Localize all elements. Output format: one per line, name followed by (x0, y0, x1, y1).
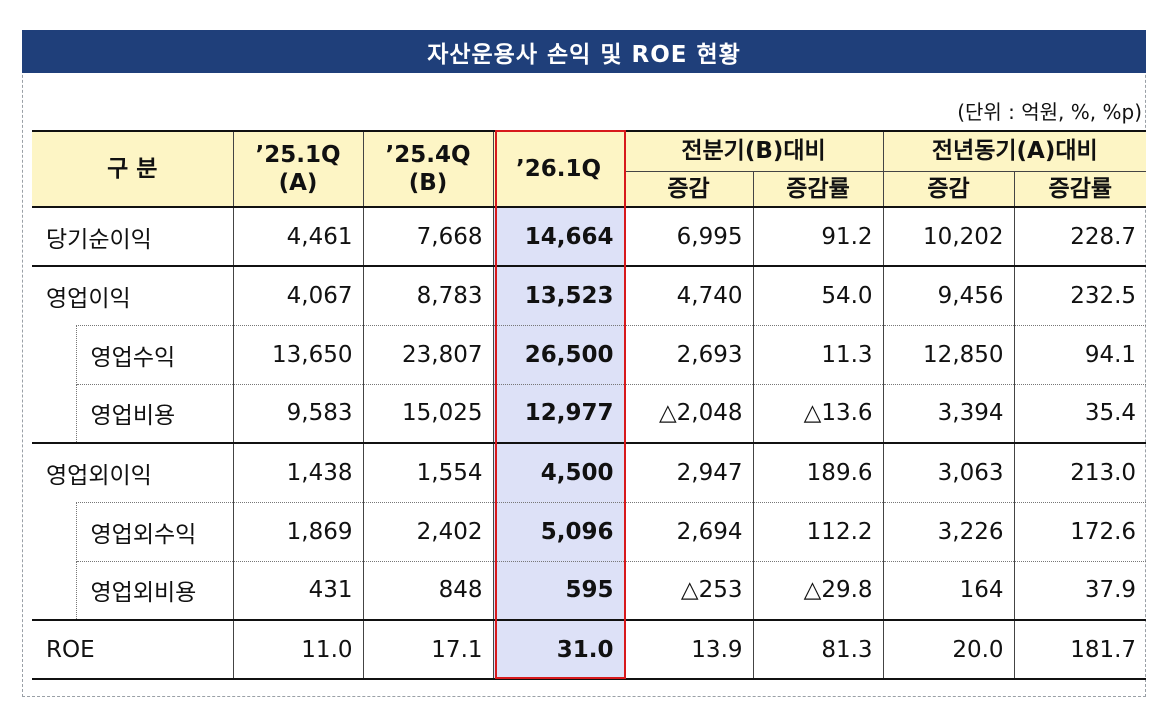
header-2504: ’25.4Q (B) (362, 130, 494, 208)
cell-2504: 1,554 (362, 442, 494, 502)
cell-py-change: 164 (882, 560, 1015, 620)
cell-2504: 8,783 (362, 265, 494, 325)
table-row: 영업외이익 1,438 1,554 4,500 2,947 189.6 3,06… (32, 442, 1147, 502)
row-label: 영업수익 (75, 324, 234, 384)
header-py-rate: 증감률 (1013, 171, 1147, 208)
cell-2504: 7,668 (362, 206, 494, 266)
roe-table: 구 분 ’25.1Q (A) ’25.4Q (B) ’26.1Q 전분기(B)대… (32, 130, 1147, 680)
header-2504-label: ’25.4Q (385, 142, 471, 168)
cell-pq-change: 13.9 (623, 619, 754, 680)
indent-cell (32, 561, 76, 620)
table-row: 당기순이익 4,461 7,668 14,664 6,995 91.2 10,2… (32, 206, 1147, 266)
cell-2501: 1,438 (232, 442, 364, 502)
header-vs-prev-year: 전년동기(A)대비 (882, 130, 1147, 172)
cell-2501: 11.0 (232, 619, 364, 680)
header-2504-sub: (B) (408, 170, 448, 196)
cell-py-rate: 94.1 (1013, 324, 1147, 384)
cell-py-rate: 232.5 (1013, 265, 1147, 325)
cell-2504: 17.1 (362, 619, 494, 680)
cell-pq-change: 2,694 (623, 501, 754, 561)
cell-py-change: 3,063 (882, 442, 1015, 502)
table-row: 영업수익 13,650 23,807 26,500 2,693 11.3 12,… (32, 324, 1147, 384)
cell-2601: 5,096 (492, 501, 625, 561)
table-row: ROE 11.0 17.1 31.0 13.9 81.3 20.0 181.7 (32, 619, 1147, 680)
cell-pq-change: △253 (623, 560, 754, 620)
cell-py-rate: 181.7 (1013, 619, 1147, 680)
cell-2504: 848 (362, 560, 494, 620)
header-2501-sub: (A) (278, 170, 318, 196)
header-py-change: 증감 (882, 171, 1015, 208)
cell-pq-rate: 91.2 (752, 206, 884, 266)
cell-2601: 4,500 (492, 442, 625, 502)
cell-2501: 431 (232, 560, 364, 620)
header-vs-prev-quarter: 전분기(B)대비 (623, 130, 884, 172)
cell-pq-change: 4,740 (623, 265, 754, 325)
cell-py-rate: 213.0 (1013, 442, 1147, 502)
cell-py-rate: 35.4 (1013, 383, 1147, 443)
cell-pq-rate: △13.6 (752, 383, 884, 443)
row-label: 영업외수익 (75, 501, 234, 561)
row-label: ROE (32, 619, 234, 680)
cell-2504: 15,025 (362, 383, 494, 443)
header-2501: ’25.1Q (A) (232, 130, 364, 208)
table-title: 자산운용사 손익 및 ROE 현황 (22, 30, 1146, 73)
row-label: 영업외이익 (32, 442, 234, 502)
cell-pq-rate: 112.2 (752, 501, 884, 561)
cell-2501: 9,583 (232, 383, 364, 443)
indent-cell (32, 325, 76, 384)
unit-note: (단위 : 억원, %, %p) (957, 100, 1142, 124)
cell-2504: 23,807 (362, 324, 494, 384)
cell-2504: 2,402 (362, 501, 494, 561)
cell-2601: 31.0 (492, 619, 625, 680)
cell-pq-change: 2,693 (623, 324, 754, 384)
table-row: 영업이익 4,067 8,783 13,523 4,740 54.0 9,456… (32, 265, 1147, 325)
cell-2501: 4,067 (232, 265, 364, 325)
cell-2601: 14,664 (492, 206, 625, 266)
cell-2501: 4,461 (232, 206, 364, 266)
row-label: 영업외비용 (75, 560, 234, 620)
cell-2601: 26,500 (492, 324, 625, 384)
header-2501-label: ’25.1Q (255, 142, 341, 168)
cell-py-rate: 172.6 (1013, 501, 1147, 561)
cell-2601: 12,977 (492, 383, 625, 443)
cell-pq-rate: 54.0 (752, 265, 884, 325)
indent-cell (32, 384, 76, 443)
cell-pq-rate: 11.3 (752, 324, 884, 384)
cell-pq-change: 6,995 (623, 206, 754, 266)
cell-py-rate: 228.7 (1013, 206, 1147, 266)
table-row: 영업외비용 431 848 595 △253 △29.8 164 37.9 (32, 560, 1147, 620)
cell-py-change: 12,850 (882, 324, 1015, 384)
cell-py-change: 3,394 (882, 383, 1015, 443)
cell-pq-rate: △29.8 (752, 560, 884, 620)
header-pq-change: 증감 (623, 171, 754, 208)
table-row: 영업비용 9,583 15,025 12,977 △2,048 △13.6 3,… (32, 383, 1147, 443)
cell-pq-change: △2,048 (623, 383, 754, 443)
cell-pq-rate: 189.6 (752, 442, 884, 502)
header-2601: ’26.1Q (492, 130, 625, 208)
cell-py-change: 20.0 (882, 619, 1015, 680)
table-row: 영업외수익 1,869 2,402 5,096 2,694 112.2 3,22… (32, 501, 1147, 561)
header-pq-rate: 증감률 (752, 171, 884, 208)
cell-py-rate: 37.9 (1013, 560, 1147, 620)
row-label: 당기순이익 (32, 206, 234, 266)
row-label: 영업비용 (75, 383, 234, 443)
cell-2501: 13,650 (232, 324, 364, 384)
cell-pq-change: 2,947 (623, 442, 754, 502)
cell-py-change: 9,456 (882, 265, 1015, 325)
cell-2601: 13,523 (492, 265, 625, 325)
cell-py-change: 3,226 (882, 501, 1015, 561)
cell-pq-rate: 81.3 (752, 619, 884, 680)
indent-cell (32, 502, 76, 561)
row-label: 영업이익 (32, 265, 234, 325)
cell-2501: 1,869 (232, 501, 364, 561)
header-category: 구 분 (32, 130, 234, 208)
cell-2601: 595 (492, 560, 625, 620)
cell-py-change: 10,202 (882, 206, 1015, 266)
